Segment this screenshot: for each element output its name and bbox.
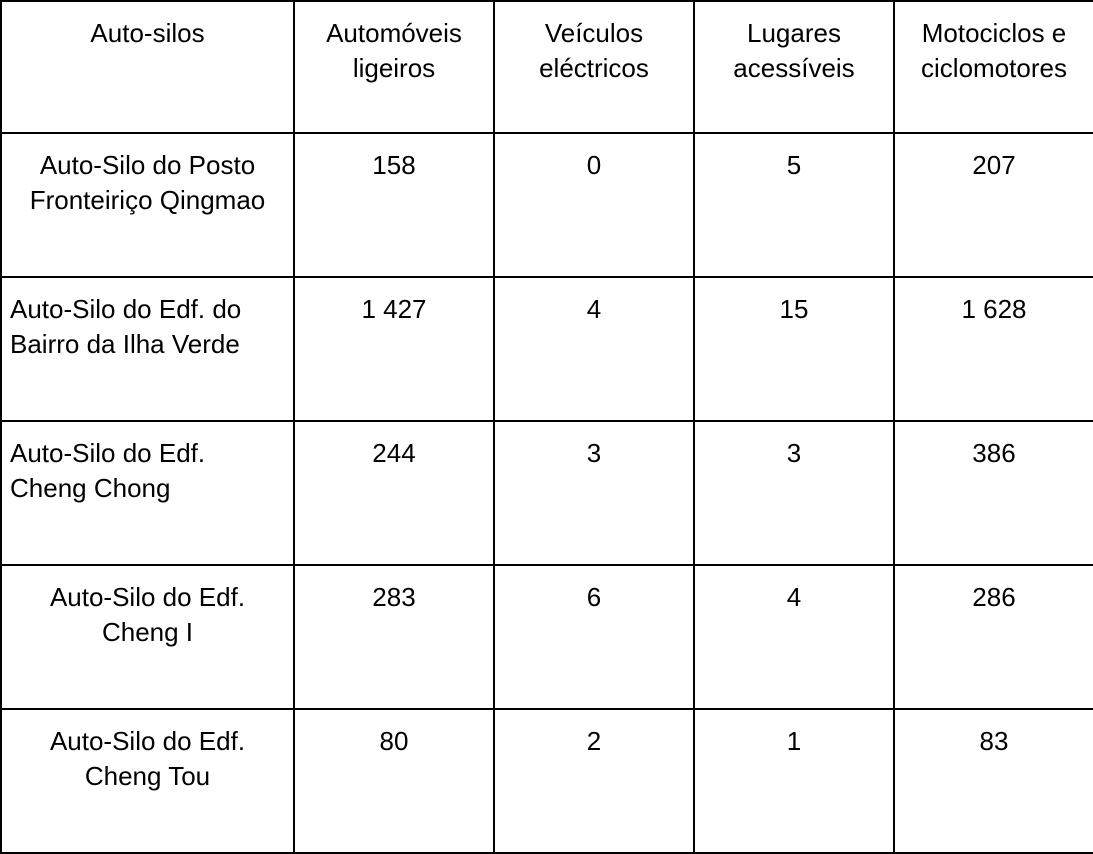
row-value: 283 [294,565,494,709]
row-value: 244 [294,421,494,565]
col-header-name: Auto-silos [1,1,294,133]
row-value: 5 [694,133,894,277]
row-value: 1 628 [894,277,1093,421]
row-value: 4 [494,277,694,421]
row-value: 80 [294,709,494,853]
table-row: Auto-Silo do Edf. Cheng I 283 6 4 286 [1,565,1093,709]
row-value: 1 [694,709,894,853]
row-name: Auto-Silo do Edf. Cheng Tou [1,709,294,853]
table-row: Auto-Silo do Edf. Cheng Tou 80 2 1 83 [1,709,1093,853]
col-header-light-vehicles: Automóveis ligeiros [294,1,494,133]
row-value: 158 [294,133,494,277]
row-value: 386 [894,421,1093,565]
col-header-accessible-spots: Lugares acessíveis [694,1,894,133]
row-value: 207 [894,133,1093,277]
row-value: 1 427 [294,277,494,421]
row-value: 15 [694,277,894,421]
row-name: Auto-Silo do Edf. do Bairro da Ilha Verd… [1,277,294,421]
row-value: 3 [494,421,694,565]
row-name: Auto-Silo do Edf. Cheng I [1,565,294,709]
row-value: 3 [694,421,894,565]
row-value: 4 [694,565,894,709]
row-value: 0 [494,133,694,277]
col-header-motorcycles: Motociclos e ciclomotores [894,1,1093,133]
row-value: 83 [894,709,1093,853]
table-row: Auto-Silo do Edf. do Bairro da Ilha Verd… [1,277,1093,421]
table-header-row: Auto-silos Automóveis ligeiros Veículos … [1,1,1093,133]
table-body: Auto-Silo do Posto Fronteiriço Qingmao 1… [1,133,1093,853]
auto-silos-table: Auto-silos Automóveis ligeiros Veículos … [0,0,1093,854]
table-row: Auto-Silo do Edf. Cheng Chong 244 3 3 38… [1,421,1093,565]
table-row: Auto-Silo do Posto Fronteiriço Qingmao 1… [1,133,1093,277]
col-header-electric-vehicles: Veículos eléctricos [494,1,694,133]
row-value: 286 [894,565,1093,709]
row-value: 6 [494,565,694,709]
row-name: Auto-Silo do Edf. Cheng Chong [1,421,294,565]
row-value: 2 [494,709,694,853]
row-name: Auto-Silo do Posto Fronteiriço Qingmao [1,133,294,277]
